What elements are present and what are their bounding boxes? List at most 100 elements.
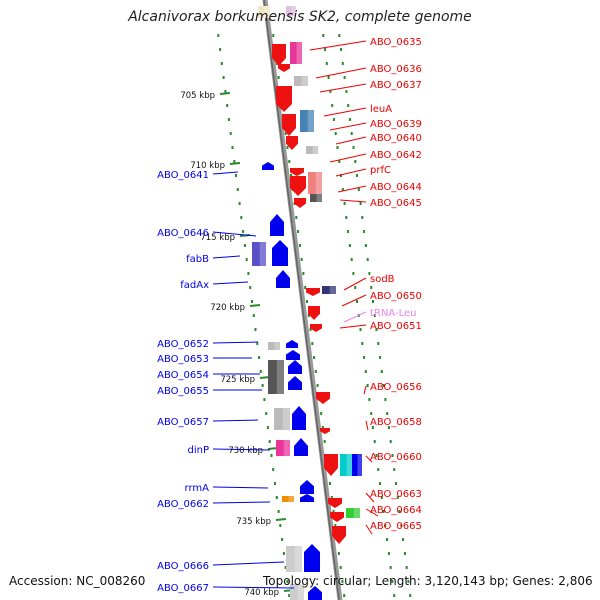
gene-label-abo-0639: ABO_0639 (370, 119, 422, 130)
ring-dot (224, 90, 227, 93)
ring-dot (396, 496, 399, 499)
ring-dot (249, 286, 252, 289)
ring-dot (348, 244, 351, 247)
ring-dot (387, 552, 390, 555)
ring-dot (222, 76, 225, 79)
ring-dot (300, 258, 303, 261)
gene-block (282, 496, 294, 502)
ruler-tick (249, 304, 261, 307)
gene-highlight (312, 146, 318, 154)
ring-dot (307, 314, 310, 317)
gene-label-abo-0641: ABO_0641 (157, 170, 209, 181)
ring-dot (379, 482, 381, 485)
gene-label-abo-0663: ABO_0663 (370, 489, 422, 500)
gene-block (286, 546, 302, 572)
reverse-strand-gene (272, 44, 286, 66)
gene-label-abo-0645: ABO_0645 (370, 198, 422, 209)
gene-highlight (301, 76, 308, 86)
ring-dot (240, 216, 243, 219)
gene-block (258, 6, 270, 18)
gene-label-abo-0637: ABO_0637 (370, 80, 422, 91)
reverse-strand-gene (316, 392, 330, 404)
ring-dot (370, 412, 373, 415)
ring-dot (393, 594, 396, 597)
ring-dot (302, 272, 305, 275)
ring-dot (386, 412, 389, 415)
ring-dot (334, 132, 337, 135)
label-connector (323, 107, 367, 117)
ring-dot (275, 62, 278, 65)
label-connector (365, 508, 379, 517)
ring-dot (334, 524, 337, 527)
gene-block (352, 454, 362, 476)
forward-strand-gene (276, 270, 290, 288)
ring-dot (405, 566, 408, 569)
ring-dot (247, 272, 250, 275)
gene-block (340, 454, 352, 476)
ring-dot (321, 426, 324, 429)
gene-highlight (259, 242, 266, 266)
ring-dot (236, 188, 239, 191)
label-connector (212, 419, 259, 422)
ring-dot (370, 286, 373, 289)
ring-dot (364, 370, 367, 373)
ruler-label: 730 kbp (228, 446, 263, 456)
gene-highlight (282, 408, 290, 430)
ring-dot (279, 524, 282, 527)
ring-dot (242, 230, 245, 233)
reverse-strand-gene (308, 306, 320, 320)
ring-dot (380, 496, 383, 499)
ring-dot (281, 538, 284, 541)
gene-block (286, 6, 296, 16)
ring-dot (391, 454, 394, 457)
label-connector (329, 122, 367, 131)
ring-dot (368, 398, 371, 401)
label-connector (309, 40, 367, 51)
forward-strand-gene (304, 544, 320, 572)
reverse-strand-gene (290, 168, 304, 176)
gene-highlight (297, 584, 304, 600)
ring-dot (330, 496, 333, 499)
ruler-label: 705 kbp (180, 91, 215, 101)
ring-dot (352, 146, 355, 149)
ring-dot (338, 160, 341, 163)
gene-label-abo-0652: ABO_0652 (157, 339, 209, 350)
ring-dot (366, 258, 369, 261)
gene-label-abo-0667: ABO_0667 (157, 583, 209, 594)
label-connector (212, 561, 285, 566)
ring-dot (332, 118, 335, 121)
ring-dot (340, 48, 343, 51)
forward-strand-gene (272, 240, 288, 266)
ring-dot (375, 454, 378, 457)
right-labels: ABO_0635 ABO_0636 ABO_0637 leuA ABO_0639 ABO_… (309, 37, 422, 535)
gene-highlight (296, 42, 302, 64)
gene-label-abo-0644: ABO_0644 (370, 182, 422, 193)
gene-highlight (329, 286, 336, 294)
ring-dot (347, 104, 350, 107)
ruler-label: 715 kbp (200, 233, 235, 243)
reverse-strand-gene (320, 428, 330, 434)
gene-label-abo-0651: ABO_0651 (370, 321, 422, 332)
label-connector (212, 501, 271, 504)
ring-dot (295, 216, 298, 219)
gene-label-abo-0665: ABO_0665 (370, 521, 422, 532)
gene-label-trna-leu: tRNA-Leu (370, 308, 416, 319)
gene-label-leua: leuA (370, 104, 392, 115)
ring-dot (258, 356, 261, 359)
label-connector (339, 199, 367, 203)
genome-backbone-edge (263, 0, 340, 600)
label-connector (343, 277, 367, 291)
gene-block (346, 508, 360, 518)
forward-strand-gene (294, 438, 308, 456)
label-connector (212, 281, 249, 285)
gene-label-abo-0660: ABO_0660 (370, 452, 422, 463)
label-connector (365, 524, 373, 535)
ring-dot (288, 594, 291, 597)
ring-dot (343, 594, 346, 597)
ring-dot (361, 342, 364, 345)
label-connector (363, 385, 367, 395)
ring-dot (252, 314, 255, 317)
gene-label-prfc: prfC (370, 165, 391, 176)
ring-dot (384, 398, 387, 401)
